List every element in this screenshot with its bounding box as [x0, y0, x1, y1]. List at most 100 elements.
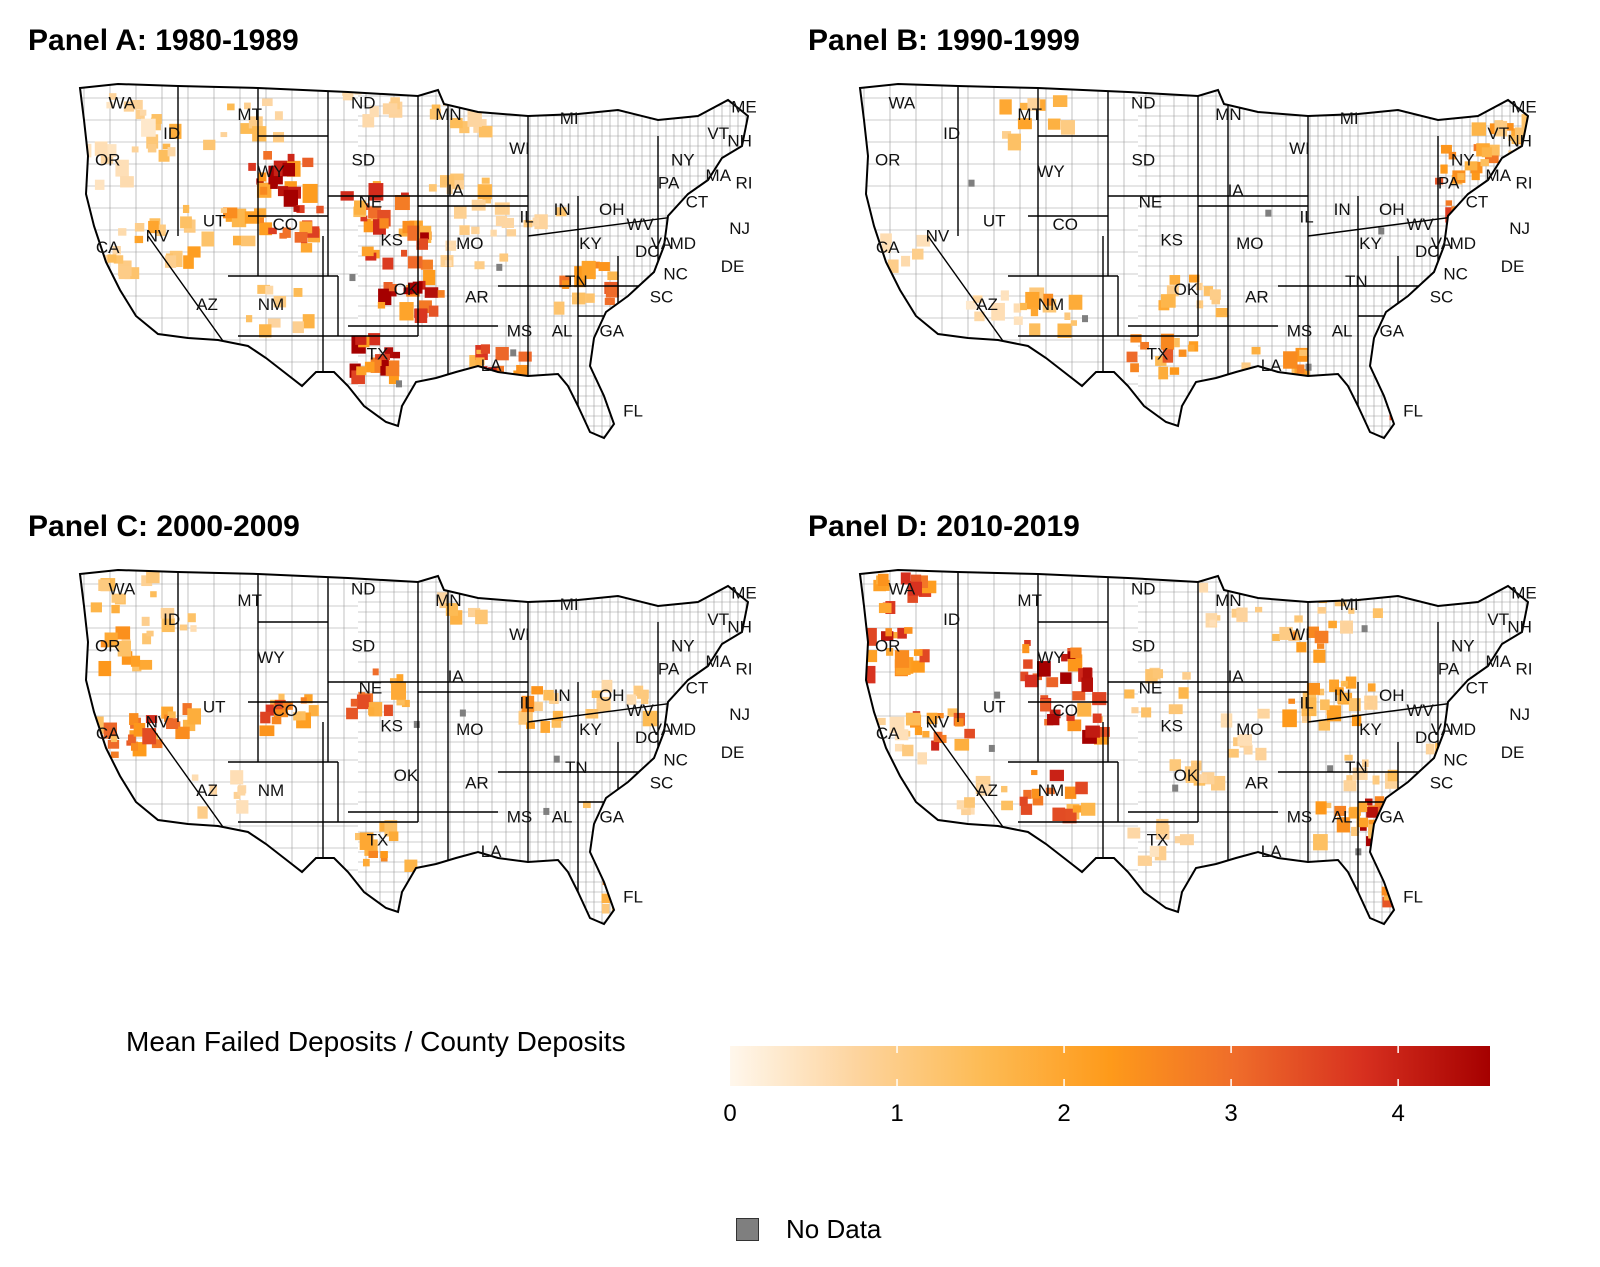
county-cell [638, 791, 650, 807]
county-cell [1257, 708, 1270, 719]
county-cell [1448, 151, 1457, 160]
county-cell [1279, 626, 1293, 640]
county-cell [901, 255, 911, 267]
county-cell [151, 739, 163, 749]
colorbar-tick-label: 3 [1224, 1100, 1238, 1127]
county-cell [937, 712, 944, 719]
county-cell [256, 178, 264, 185]
county-cell [637, 785, 650, 799]
county-cell [81, 734, 90, 741]
no-data-county [496, 263, 503, 271]
county-cell [1289, 631, 1297, 641]
county-cell [1189, 274, 1200, 283]
county-cell [1314, 630, 1329, 644]
county-cell [278, 693, 285, 701]
county-cell [1013, 303, 1022, 313]
county-cell [1421, 416, 1433, 426]
state-label-pa: PA [658, 659, 680, 678]
county-cell [1372, 608, 1383, 619]
county-cell [661, 906, 671, 917]
state-label-mi: MI [1340, 109, 1359, 128]
county-cell [1299, 368, 1310, 379]
state-label-nj: NJ [729, 705, 750, 724]
county-cell [1307, 626, 1320, 638]
county-cell [287, 153, 295, 162]
county-cell [1471, 172, 1480, 181]
county-cell [454, 206, 467, 219]
county-cell [1366, 806, 1378, 818]
county-cell [1241, 362, 1251, 373]
county-cell [1049, 709, 1061, 719]
county-cell [1473, 744, 1485, 754]
county-cell [302, 157, 314, 168]
state-label-sd: SD [1131, 151, 1155, 170]
county-cell [167, 711, 176, 719]
county-cell [1000, 290, 1009, 301]
state-label-ny: NY [1451, 637, 1475, 656]
state-label-ok: OK [394, 766, 419, 785]
county-cell [179, 624, 188, 631]
county-cell [886, 647, 894, 656]
county-cell [369, 106, 379, 118]
county-cell [260, 711, 271, 724]
county-cell [1442, 896, 1450, 905]
state-label-ia: IA [1228, 181, 1245, 200]
county-cell [904, 627, 913, 634]
county-cell [1211, 775, 1226, 791]
county-cell [241, 235, 256, 247]
county-cell [1156, 818, 1169, 835]
county-cell [277, 186, 289, 197]
county-cell [294, 232, 308, 243]
county-cell [428, 184, 437, 192]
state-label-al: AL [552, 322, 573, 341]
county-cell [1533, 235, 1540, 242]
county-cell [1493, 196, 1503, 205]
state-label-ks: KS [380, 230, 403, 249]
county-cell [1160, 294, 1176, 308]
state-label-id: ID [943, 610, 960, 629]
county-cell [947, 708, 958, 717]
state-label-id: ID [163, 124, 180, 143]
county-cell [265, 285, 274, 295]
county-cell [1372, 775, 1380, 785]
county-cell [516, 364, 529, 377]
county-cell [877, 717, 886, 726]
county-cell [966, 806, 975, 815]
state-label-ma: MA [706, 652, 732, 671]
county-cell [1336, 817, 1350, 833]
county-cell [954, 718, 964, 727]
state-label-wy: WY [257, 648, 284, 667]
county-cell [111, 593, 125, 603]
no-data-county [459, 709, 466, 717]
county-cell [363, 203, 370, 210]
state-label-dc: DC [635, 242, 660, 261]
state-label-co: CO [272, 701, 298, 720]
county-cell [1187, 344, 1195, 352]
county-cell [175, 726, 190, 740]
state-label-sc: SC [1430, 773, 1454, 792]
county-cell [1066, 714, 1075, 722]
county-cell [265, 704, 277, 716]
county-cell [1179, 834, 1194, 846]
county-cell [394, 195, 410, 211]
state-label-me: ME [731, 97, 757, 116]
county-cell [120, 176, 134, 188]
colorbar-tick-label: 1 [890, 1100, 904, 1127]
county-cell [1023, 789, 1032, 799]
county-cell [494, 202, 510, 215]
county-cell [392, 351, 401, 359]
state-label-ma: MA [1486, 652, 1512, 671]
county-cell [1067, 719, 1082, 732]
county-cell [1168, 704, 1183, 715]
county-cell [150, 117, 161, 131]
state-label-nc: NC [1443, 751, 1468, 770]
county-cell [1318, 719, 1331, 731]
no-data-county [994, 691, 1001, 699]
county-cell [1545, 106, 1548, 114]
state-label-al: AL [1332, 808, 1353, 827]
county-cell [647, 894, 654, 902]
county-cell [381, 358, 389, 367]
county-cell [1408, 828, 1420, 840]
state-label-al: AL [552, 808, 573, 827]
county-cell [1169, 275, 1181, 285]
